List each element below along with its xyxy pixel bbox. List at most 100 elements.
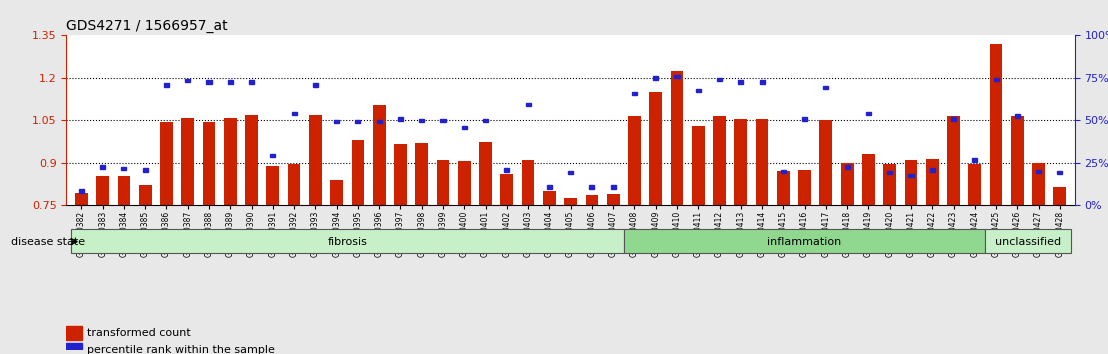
Bar — [483, 119, 489, 122]
Bar — [117, 176, 131, 205]
Bar — [909, 174, 913, 177]
Bar — [138, 185, 152, 205]
Bar — [670, 71, 684, 205]
Bar — [224, 118, 237, 205]
Bar — [501, 174, 513, 205]
Bar — [777, 171, 790, 205]
Bar — [994, 78, 998, 81]
Bar — [717, 78, 722, 81]
Bar — [632, 92, 637, 95]
Bar — [947, 116, 960, 205]
Bar — [462, 126, 466, 129]
Bar — [568, 171, 573, 175]
Bar — [122, 167, 126, 170]
Bar — [228, 80, 233, 84]
Bar — [888, 171, 892, 175]
Bar — [781, 170, 786, 173]
Text: percentile rank within the sample: percentile rank within the sample — [86, 346, 275, 354]
Bar — [691, 126, 705, 205]
Text: transformed count: transformed count — [86, 328, 191, 338]
Text: disease state: disease state — [11, 238, 85, 247]
Bar — [798, 170, 811, 205]
Bar — [266, 166, 279, 205]
Bar — [288, 164, 300, 205]
Bar — [675, 75, 679, 78]
Bar — [182, 118, 194, 205]
Bar — [589, 185, 595, 189]
Bar — [653, 76, 658, 80]
Bar — [862, 154, 875, 205]
Bar — [164, 83, 170, 87]
Bar — [398, 117, 403, 121]
Bar — [416, 143, 428, 205]
Bar — [66, 326, 82, 340]
Bar — [79, 189, 84, 193]
Bar — [823, 86, 829, 90]
Bar — [458, 161, 471, 205]
Bar — [143, 168, 147, 172]
Bar — [883, 164, 896, 205]
Bar — [1015, 114, 1019, 118]
Bar — [504, 168, 510, 172]
Bar — [203, 122, 215, 205]
Bar — [546, 185, 552, 189]
Bar — [759, 80, 765, 84]
Bar — [649, 92, 663, 205]
Bar — [96, 176, 109, 205]
Bar — [291, 112, 297, 115]
Bar — [756, 119, 769, 205]
Bar — [607, 194, 619, 205]
Bar — [714, 116, 726, 205]
Bar — [309, 115, 321, 205]
Bar — [1010, 116, 1024, 205]
Bar — [312, 83, 318, 87]
FancyBboxPatch shape — [985, 229, 1070, 253]
Text: unclassified: unclassified — [995, 236, 1061, 247]
Bar — [441, 119, 445, 122]
Bar — [585, 195, 598, 205]
Bar — [820, 120, 832, 205]
Bar — [437, 160, 450, 205]
Bar — [206, 80, 212, 84]
Bar — [100, 165, 105, 169]
Bar — [930, 168, 935, 172]
Bar — [951, 117, 956, 121]
Bar — [249, 80, 254, 84]
FancyBboxPatch shape — [624, 229, 985, 253]
Bar — [564, 198, 577, 205]
Bar — [841, 163, 853, 205]
Bar — [1033, 163, 1045, 205]
Bar — [696, 89, 700, 92]
Bar — [394, 144, 407, 205]
Bar — [245, 115, 258, 205]
Bar — [525, 103, 531, 107]
Bar — [66, 343, 82, 354]
Bar — [330, 180, 343, 205]
Bar — [904, 160, 917, 205]
Bar — [1054, 187, 1066, 205]
Bar — [160, 122, 173, 205]
Bar — [972, 158, 977, 162]
Text: inflammation: inflammation — [768, 236, 842, 247]
Bar — [735, 119, 747, 205]
Text: fibrosis: fibrosis — [327, 236, 367, 247]
Bar — [356, 120, 360, 124]
Bar — [419, 119, 424, 122]
Bar — [865, 112, 871, 115]
Bar — [628, 116, 640, 205]
Bar — [75, 193, 88, 205]
Bar — [351, 140, 365, 205]
Bar — [989, 44, 1003, 205]
Bar — [479, 142, 492, 205]
Bar — [372, 105, 386, 205]
FancyBboxPatch shape — [71, 229, 624, 253]
Bar — [738, 80, 743, 84]
Bar — [335, 120, 339, 124]
Bar — [377, 120, 382, 124]
Bar — [844, 165, 850, 169]
Bar — [185, 79, 191, 82]
Bar — [1036, 170, 1042, 173]
Bar — [926, 159, 938, 205]
Bar — [611, 185, 616, 189]
Bar — [522, 160, 534, 205]
